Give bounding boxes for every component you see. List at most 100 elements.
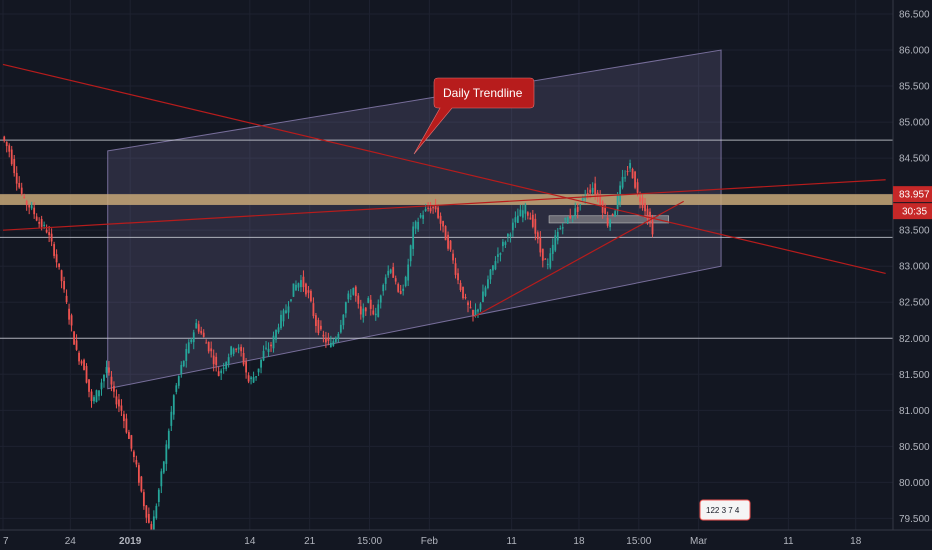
candle-body-124: [312, 303, 315, 317]
candle-body-96: [242, 352, 245, 365]
zone-band[interactable]: [0, 194, 893, 205]
candle-body-122: [307, 290, 310, 293]
y-tick-label-12: 85.500: [899, 82, 930, 93]
candle-body-248: [621, 176, 624, 188]
candle-body-182: [457, 273, 459, 281]
candle-body-83: [210, 348, 213, 352]
candle-body-176: [442, 220, 444, 227]
candle-body-106: [267, 348, 270, 352]
candle-body-86: [217, 371, 220, 376]
trendlines[interactable]: [2, 63, 886, 318]
candle-body-257: [644, 203, 646, 212]
daily-trendline-callout[interactable]: Daily Trendline: [413, 77, 535, 155]
candle-body-128: [322, 334, 325, 337]
candle-body-214: [536, 232, 539, 240]
candle-body-65: [165, 444, 168, 464]
trendline-2[interactable]: [473, 200, 684, 318]
candle-body-194: [487, 279, 489, 289]
candle-body-250: [626, 171, 629, 173]
candle-body-166: [417, 221, 420, 230]
candle-body-253: [634, 171, 636, 188]
candle-body-222: [556, 231, 559, 241]
candle-body-73: [185, 349, 188, 361]
candle-body-79: [200, 330, 203, 334]
candle-body-197: [494, 261, 497, 270]
time-axis[interactable]: 7 24 2019 14 21 15:00 Feb 11 18 15:00 Mar 11 18: [0, 529, 932, 550]
candle-body-239: [599, 196, 602, 205]
candle-body-189: [474, 309, 477, 316]
candle-body-107: [270, 344, 272, 347]
candle-body-210: [526, 212, 529, 216]
candle-body-22: [58, 263, 60, 268]
candle-body-13: [35, 216, 38, 221]
candle-body-111: [280, 314, 282, 329]
y-tick-label-13: 86.000: [899, 46, 930, 57]
candle-body-38: [98, 390, 100, 397]
candle-body-37: [95, 390, 98, 402]
candle-body-143: [359, 306, 362, 315]
candle-body-208: [521, 210, 524, 218]
candle-body-95: [240, 346, 243, 352]
current-price-label: 83.957: [899, 190, 930, 201]
candle-body-139: [349, 295, 352, 297]
price-axis[interactable]: 79.500 80.000 80.500 81.000 81.500 82.000 82.5…: [892, 0, 932, 550]
small-zone-box[interactable]: [548, 215, 670, 224]
candle-body-10: [28, 205, 31, 208]
x-tick-label-5: 15:00: [357, 536, 382, 547]
candle-body-27: [70, 315, 73, 326]
candle-body-247: [619, 185, 621, 202]
trendline-1[interactable]: [2, 179, 886, 231]
y-tick-label-0: 79.500: [899, 514, 930, 525]
candle-body-72: [182, 360, 185, 367]
candle-body-258: [646, 208, 649, 220]
candle-body-131: [329, 342, 332, 348]
x-tick-label-9: 15:00: [626, 536, 651, 547]
candle-body-89: [225, 362, 228, 369]
candle-body-71: [180, 364, 183, 374]
horizontal-levels[interactable]: [0, 139, 893, 339]
indicator-badge[interactable]: 122 3 7 4: [699, 499, 751, 521]
candle-body-255: [639, 197, 641, 202]
candle-body-42: [108, 367, 110, 373]
indicator-badge-label: 122 3 7 4: [706, 506, 740, 515]
trendline-0[interactable]: [2, 63, 886, 274]
candle-body-56: [142, 492, 145, 507]
candle-body-87: [220, 370, 223, 374]
candle-body-141: [354, 286, 357, 297]
candle-body-82: [207, 342, 210, 352]
candle-body-195: [489, 269, 492, 280]
candle-body-227: [569, 215, 572, 218]
candle-body-184: [462, 286, 464, 299]
candle-body-63: [160, 471, 163, 487]
candle-body-234: [586, 193, 589, 195]
candle-body-207: [519, 209, 522, 217]
candle-body-174: [437, 207, 439, 218]
y-tick-label-4: 81.500: [899, 370, 930, 381]
candle-body-180: [452, 253, 454, 261]
x-tick-label-6: Feb: [421, 536, 439, 547]
candle-body-48: [123, 414, 125, 422]
candle-body-100: [252, 377, 255, 383]
y-tick-label-14: 86.500: [899, 10, 930, 21]
candle-body-225: [564, 217, 567, 220]
candle-body-97: [245, 361, 247, 373]
candle-body-66: [167, 430, 170, 449]
candle-body-12: [33, 207, 36, 215]
countdown-badge: [893, 203, 932, 220]
y-tick-label-3: 81.000: [899, 406, 930, 417]
candle-body-155: [389, 269, 392, 273]
candle-body-60: [152, 516, 155, 537]
callout-label: Daily Trendline: [443, 86, 523, 100]
candle-body-116: [292, 283, 295, 297]
candle-body-132: [332, 341, 335, 346]
candle-body-14: [38, 222, 41, 224]
candle-body-256: [641, 197, 644, 209]
candle-body-259: [649, 211, 651, 222]
resistance-zone[interactable]: [0, 194, 893, 224]
candle-body-92: [232, 348, 235, 354]
candle-body-233: [584, 196, 587, 199]
candle-body-126: [317, 319, 320, 333]
candle-body-183: [459, 282, 462, 291]
candle-body-80: [202, 332, 205, 337]
